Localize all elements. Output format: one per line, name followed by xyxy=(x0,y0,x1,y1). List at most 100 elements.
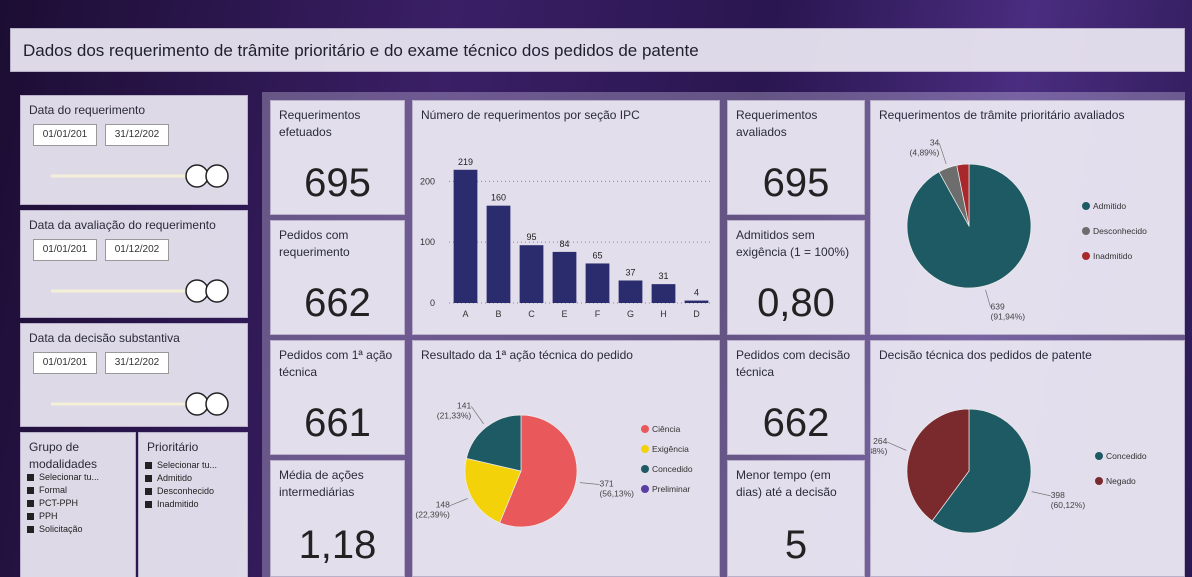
bar xyxy=(618,280,643,303)
selection-list: Grupo de modalidades Selecionar tu... Form… xyxy=(20,432,136,577)
pie-slice xyxy=(906,408,970,522)
data-label: 639 xyxy=(991,301,1005,311)
chart-title: Requerimentos de trâmite prioritário ava… xyxy=(879,108,1125,122)
legend-swatch xyxy=(1082,252,1090,260)
list-items: Selecionar tu... Admitido Desconhecido Inad… xyxy=(143,459,217,511)
selection-list: Prioritário Selecionar tu... Admitido Desco… xyxy=(138,432,248,577)
y-tick-label: 200 xyxy=(420,176,435,186)
end-date: 31/12/202 xyxy=(105,352,169,374)
kpi-label: Pedidos com 1ª ação técnica xyxy=(279,348,393,379)
chart-card: Requerimentos de trâmite prioritário ava… xyxy=(870,100,1185,335)
chart: 398(60,12%) Concedido 264(39,88%) Negado xyxy=(871,408,1147,534)
checkbox[interactable] xyxy=(145,462,152,469)
x-tick-label: E xyxy=(561,309,567,319)
list-item: Formal xyxy=(25,484,99,497)
list-item: Selecionar tu... xyxy=(25,471,99,484)
data-label: 84 xyxy=(559,239,569,249)
legend-label: Concedido xyxy=(1106,451,1147,461)
data-label: 95 xyxy=(526,232,536,242)
data-label: 398 xyxy=(1051,490,1065,500)
legend-label: Admitido xyxy=(1093,201,1126,211)
checkbox[interactable] xyxy=(27,500,34,507)
list-item: Admitido xyxy=(143,472,217,485)
checkbox[interactable] xyxy=(145,488,152,495)
kpi-label: Requerimentos avaliados xyxy=(736,108,818,139)
legend-label: Preliminar xyxy=(652,484,690,494)
leader-line xyxy=(579,482,600,485)
kpi-label: Média de ações intermediárias xyxy=(279,468,364,499)
slider xyxy=(51,164,229,188)
x-tick-label: B xyxy=(495,309,501,319)
bar xyxy=(684,300,709,303)
data-label: 4 xyxy=(694,288,699,298)
kpi-value: 0,80 xyxy=(757,281,835,325)
checkbox[interactable] xyxy=(145,475,152,482)
slider xyxy=(51,279,229,303)
date-filter: Data da avaliação do requerimento 01/01/2… xyxy=(20,210,248,318)
data-label: 160 xyxy=(491,193,506,203)
filter-title: Data do requerimento xyxy=(29,103,146,117)
x-tick-label: D xyxy=(693,309,700,319)
kpi-label: Pedidos com requerimento xyxy=(279,228,350,259)
y-tick-label: 100 xyxy=(420,237,435,247)
filter-title: Data da avaliação do requerimento xyxy=(29,218,216,232)
data-label-percent: (39,88%) xyxy=(871,446,887,456)
list-title: Prioritário xyxy=(147,440,199,454)
kpi-card: Média de ações intermediárias 1,18 xyxy=(270,460,405,577)
list-item: Inadmitido xyxy=(143,498,217,511)
slider-handle xyxy=(205,164,229,188)
legend-swatch xyxy=(1082,202,1090,210)
legend-label: Inadmitido xyxy=(1093,251,1132,261)
list-item: Desconhecido xyxy=(143,485,217,498)
chart: 371(56,13%) Ciência 148(22,39%) Exigência 14… xyxy=(415,400,693,528)
list-items: Selecionar tu... Formal PCT-PPH PPH Solicita… xyxy=(25,471,99,536)
slider-handle xyxy=(185,392,209,416)
data-label: 219 xyxy=(458,157,473,167)
checkbox[interactable] xyxy=(27,526,34,533)
checkbox[interactable] xyxy=(27,474,34,481)
pie-slice xyxy=(464,457,522,524)
data-label: 371 xyxy=(599,479,613,489)
title-bar: Dados dos requerimento de trâmite priori… xyxy=(10,28,1185,72)
list-item: Solicitação xyxy=(25,523,99,536)
end-date: 31/12/202 xyxy=(105,124,169,146)
kpi-card: Admitidos sem exigência (1 = 100%) 0,80 xyxy=(727,220,865,335)
kpi-card: Requerimentos avaliados 695 xyxy=(727,100,865,215)
x-tick-label: C xyxy=(528,309,535,319)
leader-line xyxy=(985,289,991,308)
data-label-percent: (22,39%) xyxy=(415,510,450,520)
legend-swatch xyxy=(641,485,649,493)
start-date: 01/01/201 xyxy=(33,352,97,374)
data-label: 34 xyxy=(930,137,940,147)
chart-title: Resultado da 1ª ação técnica do pedido xyxy=(421,348,633,362)
checkbox[interactable] xyxy=(27,487,34,494)
list-item: PPH xyxy=(25,510,99,523)
y-tick-label: 0 xyxy=(430,298,435,308)
legend-swatch xyxy=(641,425,649,433)
data-label: 37 xyxy=(625,267,635,277)
kpi-value: 5 xyxy=(784,523,808,567)
legend-label: Ciência xyxy=(652,424,681,434)
chart-card: Número de requerimentos por seção IPC 0 10… xyxy=(412,100,720,335)
kpi-card: Pedidos com 1ª ação técnica 661 xyxy=(270,340,405,455)
chart-title: Número de requerimentos por seção IPC xyxy=(421,108,640,122)
legend-label: Concedido xyxy=(652,464,693,474)
x-tick-label: G xyxy=(627,309,634,319)
bar xyxy=(519,245,544,303)
list-item: PCT-PPH xyxy=(25,497,99,510)
checkbox[interactable] xyxy=(145,501,152,508)
x-tick-label: H xyxy=(660,309,667,319)
data-label-percent: (21,33%) xyxy=(437,410,472,420)
data-label-percent: (91,94%) xyxy=(991,311,1026,321)
kpi-card: Pedidos com decisão técnica 662 xyxy=(727,340,865,455)
kpi-value: 695 xyxy=(304,161,371,205)
kpi-value: 662 xyxy=(762,401,830,445)
data-label: 148 xyxy=(436,500,450,510)
checkbox[interactable] xyxy=(27,513,34,520)
x-tick-label: F xyxy=(595,309,601,319)
list-item: Selecionar tu... xyxy=(143,459,217,472)
leader-line xyxy=(470,406,484,425)
data-label-percent: (56,13%) xyxy=(599,489,634,499)
data-label: 141 xyxy=(457,400,471,410)
date-filter: Data da decisão substantiva 01/01/201 31/1… xyxy=(20,323,248,427)
